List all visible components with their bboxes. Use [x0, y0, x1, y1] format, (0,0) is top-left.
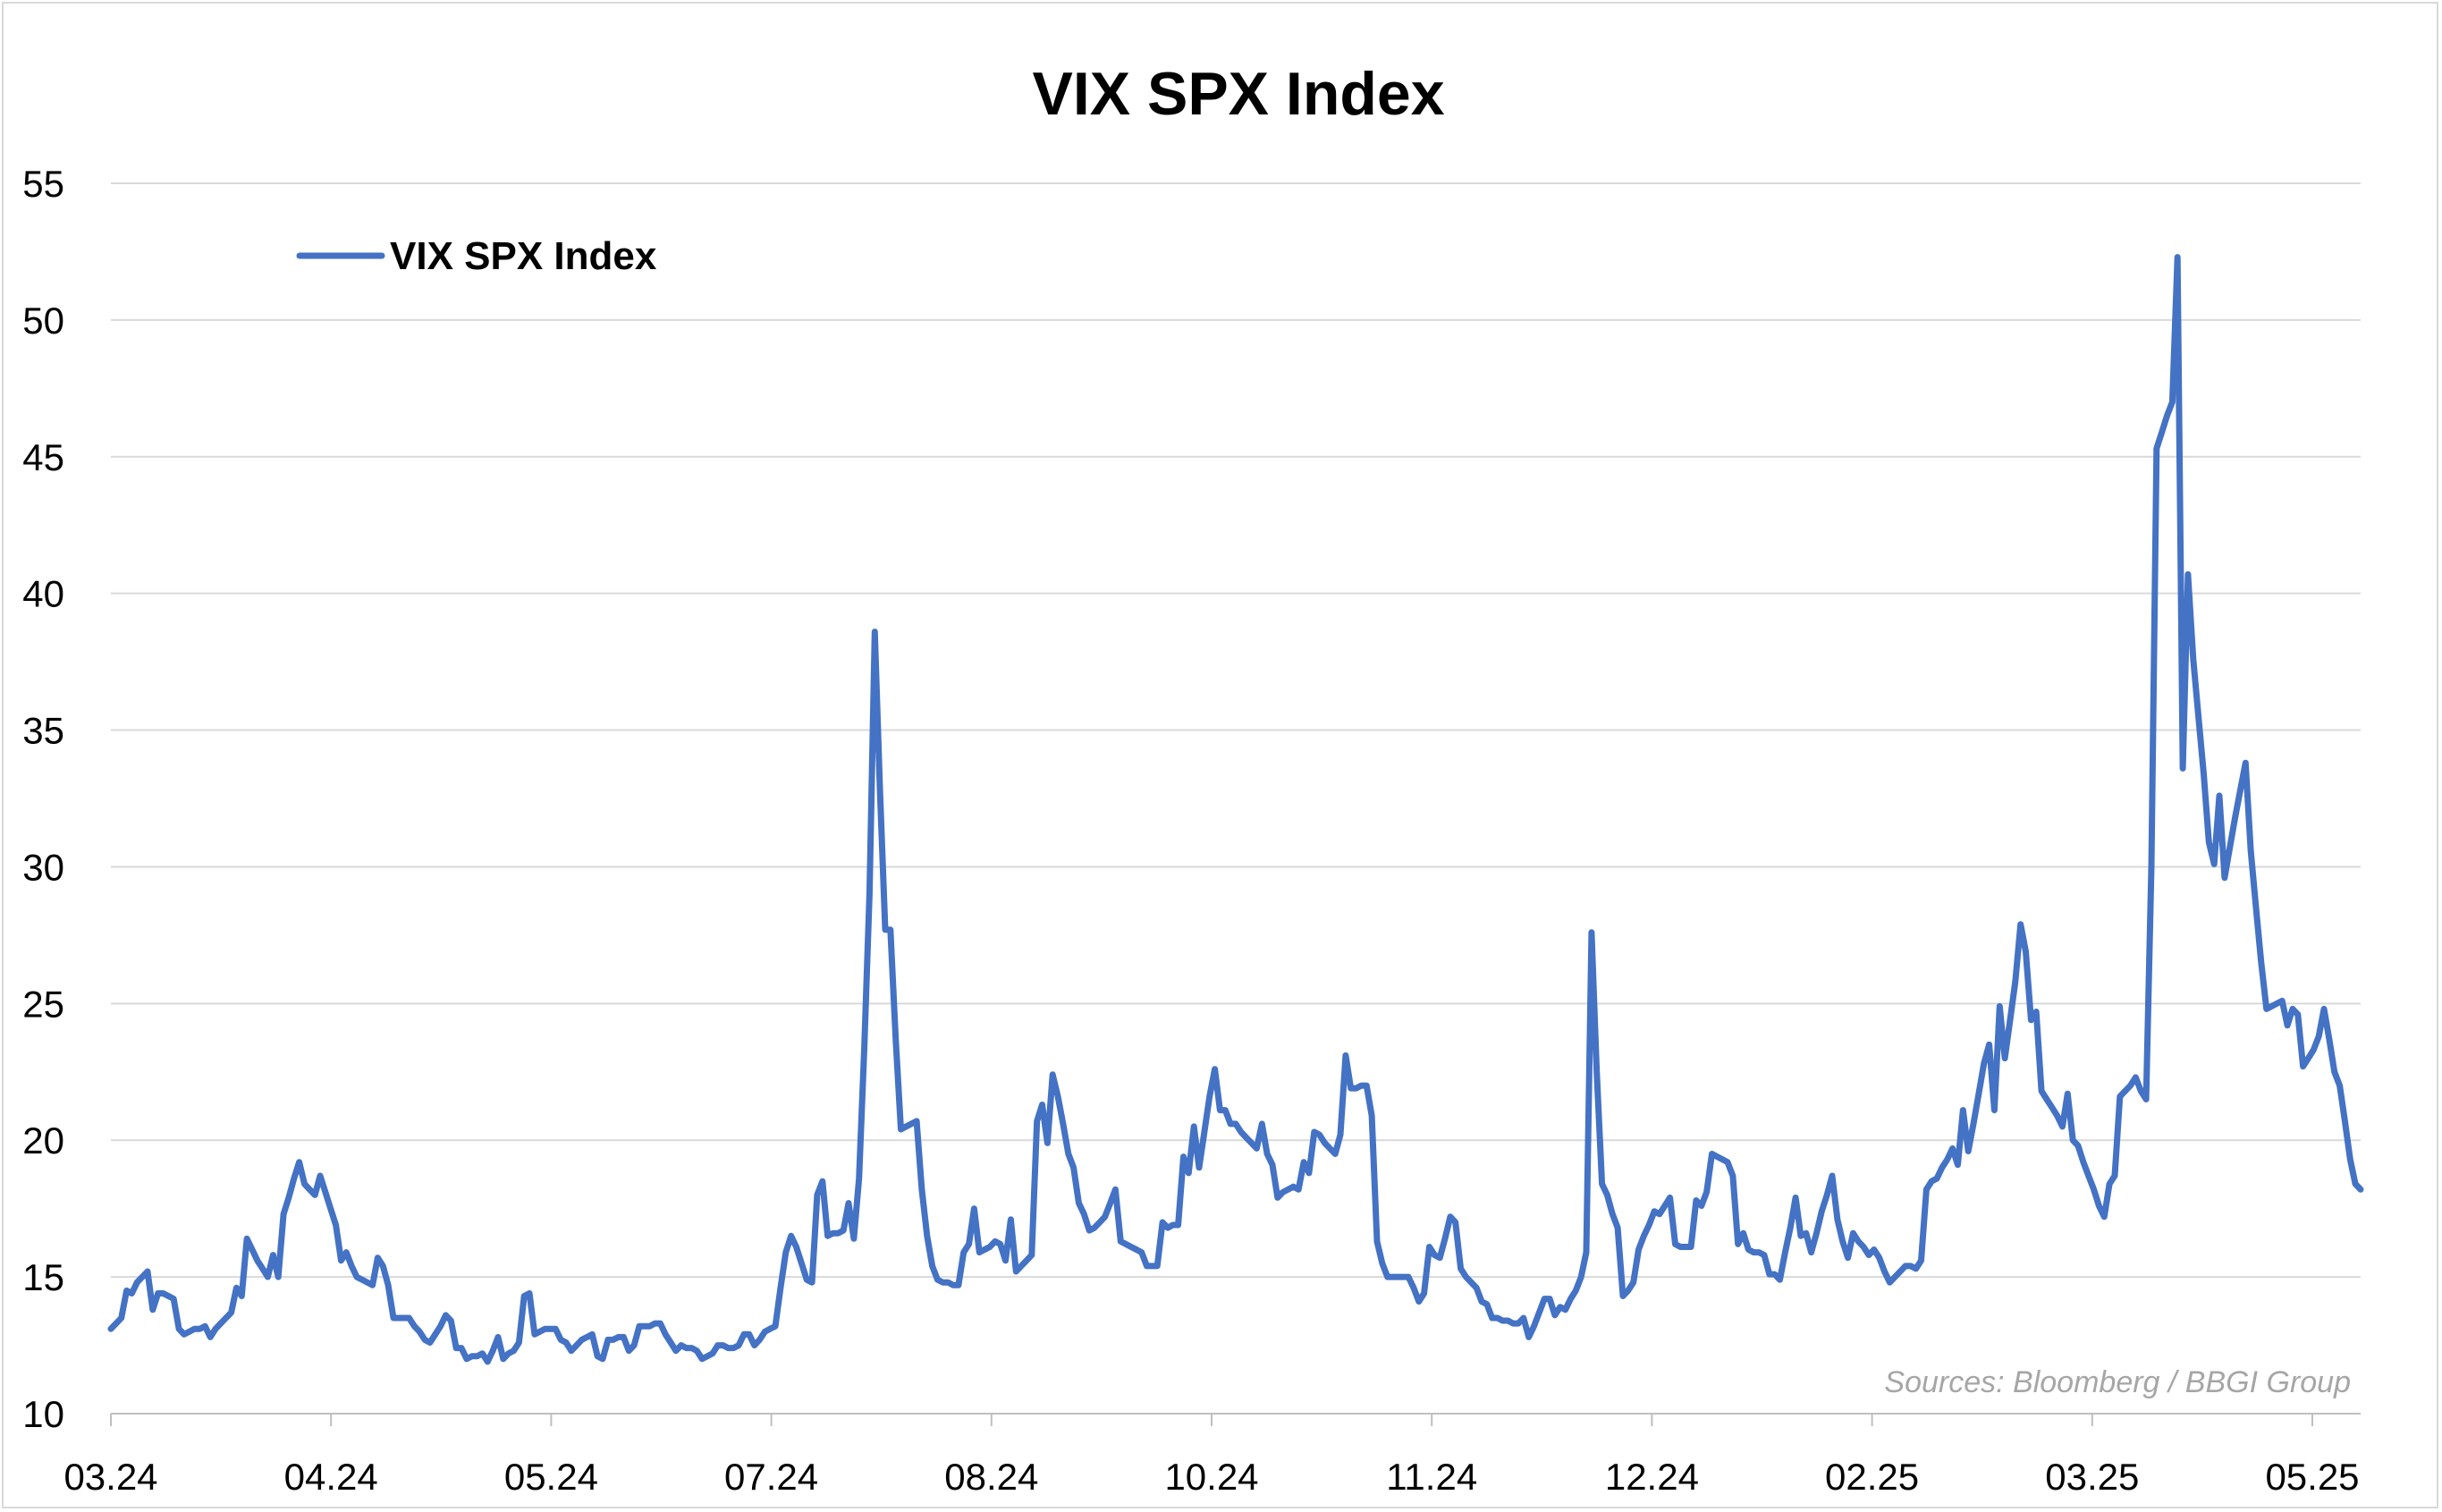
chart-title: VIX SPX Index [1032, 60, 1444, 128]
x-tick-label: 05.24 [504, 1456, 598, 1498]
x-tick-label: 04.24 [284, 1456, 378, 1498]
series-group [107, 254, 2364, 1365]
legend: VIX SPX Index [296, 234, 657, 278]
y-tick-label: 25 [22, 983, 64, 1025]
y-tick-label: 10 [22, 1393, 64, 1435]
x-tick-label: 03.24 [63, 1456, 157, 1498]
y-axis-ticks: 10 15 20 25 30 35 40 45 50 55 [22, 163, 64, 1435]
x-tick-label: 07.24 [724, 1456, 818, 1498]
x-tick-label: 08.24 [944, 1456, 1038, 1498]
y-tick-label: 35 [22, 710, 64, 752]
y-tick-label: 55 [22, 163, 64, 205]
x-tick-label: 02.25 [1825, 1456, 1919, 1498]
y-tick-label: 30 [22, 846, 64, 888]
x-axis: 03.24 04.24 05.24 07.24 08.24 10.24 11.24 12.24… [63, 1413, 2361, 1498]
x-tick-label: 10.24 [1164, 1456, 1258, 1498]
y-tick-label: 20 [22, 1119, 64, 1161]
x-tick-label: 03.25 [2045, 1456, 2139, 1498]
y-tick-label: 40 [22, 573, 64, 615]
source-note: Sources: Bloomberg / BBGI Group [1884, 1365, 2351, 1399]
y-tick-label: 45 [22, 436, 64, 478]
x-tick-label: 11.24 [1386, 1456, 1477, 1498]
gridlines [111, 182, 2361, 1415]
series-line-vix [107, 254, 2364, 1365]
x-tick-label: 12.24 [1605, 1456, 1699, 1498]
y-tick-label: 50 [22, 300, 64, 342]
y-tick-label: 15 [22, 1256, 64, 1298]
legend-label: VIX SPX Index [390, 234, 657, 278]
x-tick-label: 05.25 [2265, 1456, 2359, 1498]
